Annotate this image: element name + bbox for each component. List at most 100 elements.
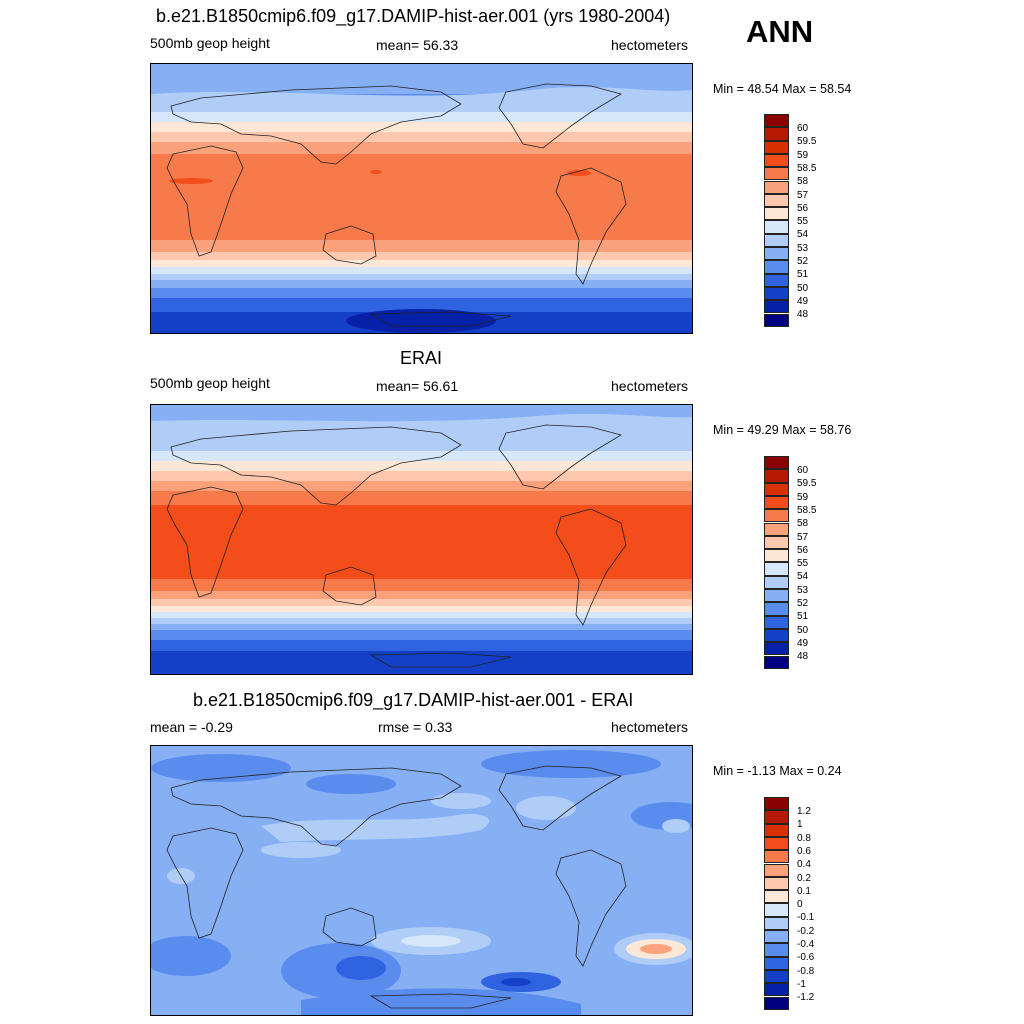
colorbar-tick: 52: [797, 598, 809, 609]
colorbar-box: [764, 983, 789, 997]
colorbar-box: [764, 167, 789, 181]
colorbar-tick: 53: [797, 584, 809, 596]
colorbar-box: [764, 602, 789, 616]
colorbar-box: [764, 549, 789, 563]
colorbar-tick: 55: [797, 558, 809, 569]
colorbar-box: [764, 140, 789, 154]
colorbar-tick: 52: [797, 256, 809, 267]
colorbar-box: [764, 260, 789, 274]
colorbar-tick: -1.2: [797, 992, 815, 1003]
colorbar-tick: 0.2: [797, 872, 811, 884]
colorbar-tick: 50: [797, 282, 809, 294]
panel-2-minmax-label: Min = 49.29 Max = 58.76: [713, 423, 852, 437]
colorbar-box: [764, 522, 789, 536]
colorbar-tick: 56: [797, 544, 809, 556]
colorbar-tick: 59: [797, 491, 809, 503]
colorbar-tick: 59.5: [797, 478, 817, 489]
colorbar-box: [764, 495, 789, 510]
panel-3-minmax-label: Min = -1.13 Max = 0.24: [713, 764, 842, 778]
colorbar-box: [764, 863, 789, 877]
colorbar-tick: -0.4: [797, 939, 815, 950]
panel-2-units-label: hectometers: [611, 378, 689, 394]
colorbar-box: [764, 589, 789, 603]
colorbar-box: [764, 127, 789, 141]
colorbar-box: [764, 313, 789, 327]
colorbar-tick: -0.8: [797, 965, 815, 977]
colorbar-box: [764, 930, 789, 944]
colorbar-tick: 49: [797, 637, 809, 649]
colorbar-box: [764, 286, 789, 301]
panel-2-mean-label: mean= 56.61: [376, 378, 459, 394]
colorbar-tick: -0.1: [797, 912, 815, 923]
colorbar-box: [764, 943, 789, 957]
colorbar-tick: 0.1: [797, 885, 811, 897]
colorbar-box: [764, 810, 789, 824]
colorbar-box: [764, 916, 789, 930]
colorbar-tick: 48: [797, 309, 809, 320]
colorbar-tick: 0.8: [797, 832, 811, 844]
colorbar-box: [764, 509, 789, 523]
colorbar-tick: 0: [797, 899, 803, 910]
panel-3-mean-label: mean = -0.29: [150, 719, 233, 735]
colorbar-tick: 58: [797, 518, 809, 529]
colorbar-box: [764, 850, 789, 864]
colorbar-tick: 48: [797, 651, 809, 662]
colorbar-box: [764, 823, 789, 837]
colorbar-tick: 1: [797, 819, 803, 830]
colorbar-box: [764, 233, 789, 247]
colorbar-box: [764, 797, 789, 811]
panel-3-map: [150, 745, 693, 1016]
season-label: ANN: [746, 14, 814, 49]
colorbar-box: [764, 628, 789, 643]
colorbar-box: [764, 247, 789, 261]
colorbar-box: [764, 193, 789, 208]
colorbar-tick: 51: [797, 269, 809, 280]
colorbar-tick: 51: [797, 611, 809, 622]
colorbar-box: [764, 876, 789, 891]
colorbar-tick: 50: [797, 624, 809, 636]
colorbar-box: [764, 615, 789, 629]
colorbar-tick: -0.2: [797, 925, 815, 937]
colorbar-box: [764, 482, 789, 496]
colorbar-tick: 49: [797, 295, 809, 307]
colorbar-tick: 56: [797, 202, 809, 214]
colorbar-box: [764, 273, 789, 287]
colorbar-tick: 58.5: [797, 163, 817, 174]
colorbar-box: [764, 207, 789, 221]
colorbar-tick: 59.5: [797, 136, 817, 147]
panel-3-title: b.e21.B1850cmip6.f09_g17.DAMIP-hist-aer.…: [193, 690, 634, 710]
panel-2-title: ERAI: [400, 348, 443, 368]
colorbar-tick: 60: [797, 465, 809, 476]
panel-3-colorbar: 1.2 1 0.8 0.6 0.4 0.2 0.1 0 -0.1 -0.2 -0…: [764, 797, 814, 1011]
colorbar-tick: 60: [797, 123, 809, 134]
panel-1-variable-label: 500mb geop height: [150, 35, 270, 51]
colorbar-tick: 59: [797, 149, 809, 161]
colorbar-box: [764, 180, 789, 194]
colorbar-tick: -0.6: [797, 952, 815, 963]
colorbar-tick: 58: [797, 176, 809, 187]
colorbar-box: [764, 114, 789, 128]
colorbar-tick: 58.5: [797, 505, 817, 516]
colorbar-box: [764, 300, 789, 314]
panel-1-colorbar: 60 59.5 59 58.5 58 57 56 55 54 53 52 51 …: [764, 114, 816, 328]
colorbar-tick: 55: [797, 216, 809, 227]
colorbar-box: [764, 969, 789, 984]
panel-1-mean-label: mean= 56.33: [376, 37, 459, 53]
colorbar-tick: 54: [797, 229, 809, 240]
colorbar-box: [764, 903, 789, 917]
colorbar-box: [764, 575, 789, 589]
colorbar-box: [764, 996, 789, 1010]
colorbar-box: [764, 456, 789, 470]
panel-2-map: [150, 404, 693, 675]
colorbar-box: [764, 562, 789, 576]
colorbar-box: [764, 153, 789, 168]
colorbar-tick: -1: [797, 978, 806, 990]
colorbar-tick: 57: [797, 189, 809, 201]
panel-1-map: [150, 63, 693, 334]
colorbar-box: [764, 642, 789, 656]
colorbar-box: [764, 655, 789, 669]
colorbar-box: [764, 220, 789, 234]
colorbar-tick: 54: [797, 571, 809, 582]
colorbar-box: [764, 469, 789, 483]
panel-3-units-label: hectometers: [611, 719, 689, 735]
